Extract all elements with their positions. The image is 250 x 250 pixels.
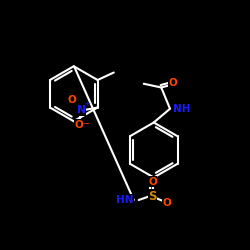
Text: O: O [168, 78, 177, 88]
Text: S: S [148, 190, 157, 203]
Text: +: + [84, 101, 90, 107]
Text: O: O [74, 120, 83, 130]
Text: −: − [82, 119, 89, 128]
Text: O: O [162, 198, 172, 207]
Text: O: O [148, 177, 157, 187]
Text: N: N [77, 105, 86, 115]
Text: NH: NH [172, 104, 190, 114]
Text: HN: HN [116, 195, 134, 205]
Text: O: O [68, 95, 76, 105]
